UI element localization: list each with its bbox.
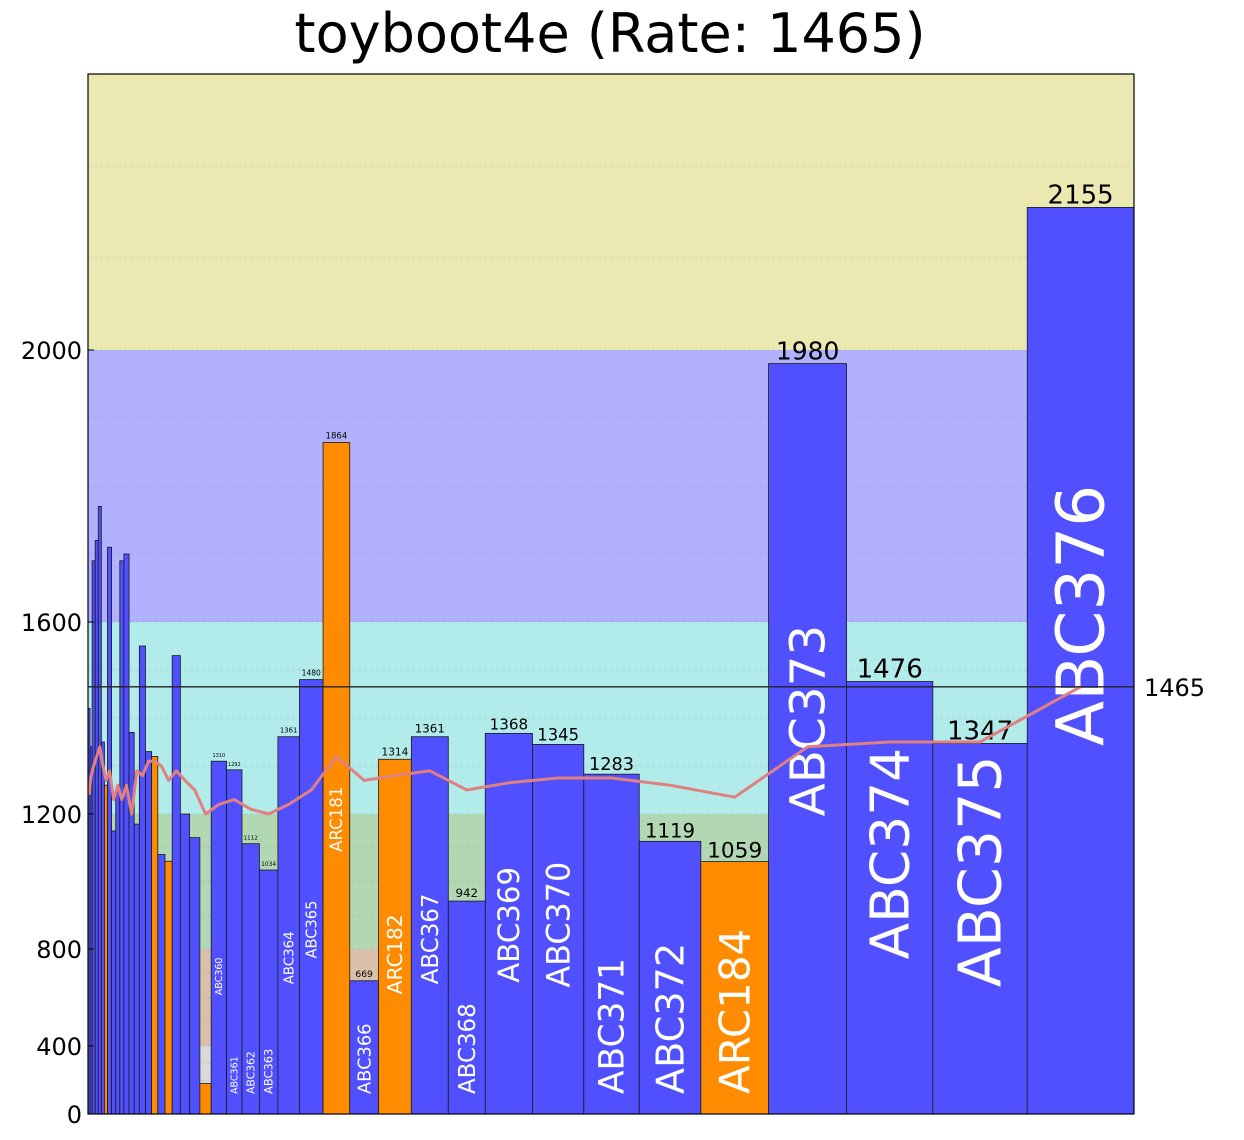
y-tick-label: 0 bbox=[67, 1101, 82, 1129]
bar-6 bbox=[104, 784, 108, 1115]
value-label: 1283 bbox=[589, 755, 634, 775]
bar-abc369 bbox=[484, 732, 533, 1115]
y-tick-label: 400 bbox=[36, 1033, 82, 1061]
bar-abc368 bbox=[447, 900, 486, 1115]
y-tick-label: 1200 bbox=[21, 801, 82, 829]
bar-label: ABC366 bbox=[354, 1024, 375, 1094]
bar-21 bbox=[189, 837, 201, 1115]
value-label: 1368 bbox=[490, 715, 528, 733]
value-label: 1034 bbox=[261, 862, 276, 868]
bar-3 bbox=[94, 540, 99, 1115]
value-label: 1864 bbox=[326, 431, 348, 441]
bar-arc181 bbox=[322, 442, 351, 1115]
value-label: 1059 bbox=[707, 839, 762, 864]
rating-band-5 bbox=[88, 74, 1134, 350]
y-tick-label: 1600 bbox=[21, 609, 82, 637]
bar-8 bbox=[111, 830, 117, 1115]
bar-abc367 bbox=[410, 736, 449, 1115]
bar-11 bbox=[123, 553, 130, 1115]
bar-label: ABC372 bbox=[649, 943, 693, 1094]
bar-abc372 bbox=[638, 840, 702, 1115]
bar-label: ABC361 bbox=[230, 1056, 241, 1094]
value-label: 1310 bbox=[213, 753, 226, 759]
y-tick-label: 2000 bbox=[21, 337, 82, 365]
bar-abc370 bbox=[532, 744, 585, 1115]
value-label: 1476 bbox=[857, 655, 923, 685]
bar-20 bbox=[179, 813, 191, 1115]
bar-label: ABC374 bbox=[858, 748, 921, 960]
bar-2 bbox=[91, 560, 96, 1115]
bar-16 bbox=[151, 756, 159, 1115]
bar-label: ABC371 bbox=[593, 958, 633, 1094]
bar-label: ABC376 bbox=[1043, 485, 1120, 746]
value-label: 2155 bbox=[1048, 180, 1114, 210]
bar-abc375 bbox=[932, 743, 1028, 1115]
bar-18 bbox=[164, 860, 173, 1115]
value-label: 1361 bbox=[415, 722, 445, 736]
bar-label: ARC184 bbox=[710, 929, 759, 1094]
bar-arc184 bbox=[700, 861, 769, 1115]
rating-curve bbox=[87, 685, 1082, 816]
bar-label: ABC370 bbox=[539, 862, 577, 988]
value-label: 1292 bbox=[228, 762, 241, 768]
value-label: 1980 bbox=[776, 337, 840, 366]
bar-14 bbox=[138, 645, 146, 1115]
bar-label: ABC369 bbox=[492, 867, 526, 983]
bar-abc364 bbox=[277, 736, 300, 1115]
bar-label: ARC181 bbox=[327, 787, 346, 852]
value-label: 1345 bbox=[537, 725, 579, 744]
y-tick-label: 800 bbox=[36, 936, 82, 964]
rate-line-label: 1465 bbox=[1144, 674, 1205, 702]
bar-5 bbox=[100, 741, 105, 1115]
bar-abc373 bbox=[768, 363, 847, 1115]
bar-abc365 bbox=[299, 679, 324, 1115]
bar-label: ABC365 bbox=[303, 901, 320, 959]
value-label: 1361 bbox=[280, 727, 298, 735]
bar-label: ABC367 bbox=[418, 894, 444, 985]
chart-title: toyboot4e (Rate: 1465) bbox=[294, 2, 926, 65]
bar-abc366 bbox=[349, 980, 379, 1115]
bar-19 bbox=[171, 655, 181, 1115]
value-label: 942 bbox=[456, 886, 479, 900]
rating-band-4 bbox=[88, 350, 1134, 622]
value-label: 1314 bbox=[382, 746, 409, 758]
bar-label: ABC368 bbox=[455, 1003, 481, 1094]
bar-15 bbox=[145, 751, 153, 1115]
bar-label: ABC360 bbox=[214, 957, 225, 995]
value-label: 669 bbox=[355, 969, 373, 980]
value-label: 1480 bbox=[302, 669, 321, 678]
bar-label: ABC373 bbox=[781, 625, 837, 816]
bar-abc374 bbox=[846, 681, 934, 1115]
bar-13 bbox=[133, 823, 140, 1115]
bar-label: ARC182 bbox=[383, 914, 407, 994]
bar-abc360 bbox=[210, 760, 227, 1115]
bar-17 bbox=[157, 854, 166, 1115]
bar-22 bbox=[199, 1083, 212, 1115]
bar-label: ABC364 bbox=[282, 931, 297, 984]
bar-10 bbox=[119, 560, 125, 1115]
bar-arc182 bbox=[378, 758, 412, 1115]
bar-abc376 bbox=[1026, 206, 1135, 1115]
bar-label: ABC362 bbox=[244, 1051, 257, 1094]
bar-4 bbox=[97, 505, 102, 1115]
value-label: 1119 bbox=[645, 819, 695, 842]
bar-label: ABC375 bbox=[947, 755, 1015, 987]
bar-7 bbox=[107, 546, 113, 1115]
bar-9 bbox=[115, 789, 121, 1115]
value-label: 1112 bbox=[244, 836, 258, 842]
bar-label: ABC363 bbox=[262, 1049, 276, 1094]
plot-frame bbox=[87, 73, 1135, 1115]
